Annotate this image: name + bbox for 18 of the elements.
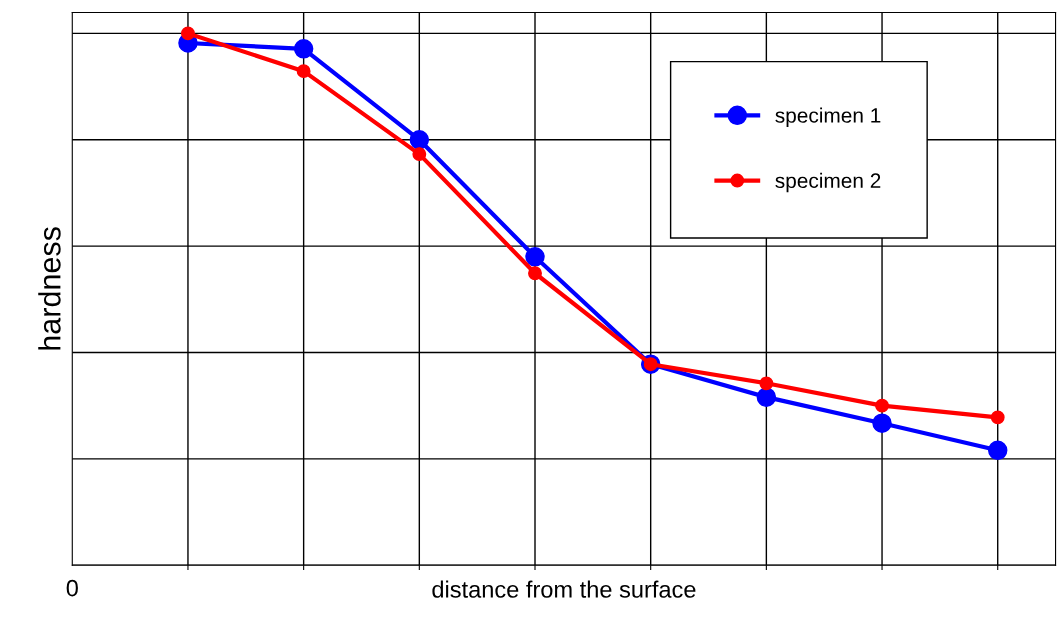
legend-label: specimen 1	[775, 107, 881, 127]
y-axis-title: hardness	[38, 227, 61, 350]
point	[759, 376, 774, 391]
point	[756, 387, 777, 407]
point	[409, 130, 430, 150]
point	[296, 64, 311, 79]
point	[990, 410, 1005, 425]
point	[181, 26, 195, 41]
point	[872, 413, 892, 433]
point	[525, 247, 545, 267]
text: 0	[66, 579, 78, 597]
point	[987, 440, 1008, 461]
x-axis-title: distance from the surface	[432, 580, 696, 598]
point	[875, 398, 889, 413]
legend-label: specimen 2	[775, 172, 881, 193]
point	[412, 147, 427, 162]
point	[528, 266, 542, 281]
point	[293, 39, 314, 59]
